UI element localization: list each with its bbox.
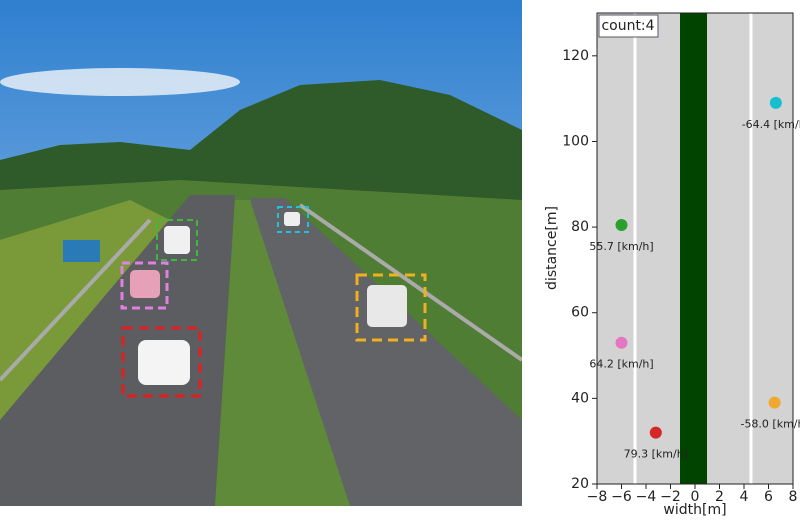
detection-box bbox=[120, 261, 169, 310]
road-sign bbox=[63, 240, 100, 262]
median bbox=[680, 13, 707, 484]
point bbox=[769, 96, 782, 109]
x-tick-label: 2 bbox=[715, 489, 724, 505]
speed-label: 64.2 [km/h] bbox=[589, 358, 653, 371]
x-tick-label: −2 bbox=[660, 489, 681, 505]
x-tick-label: −4 bbox=[636, 489, 657, 505]
count-label: count:4 bbox=[601, 18, 654, 34]
point bbox=[768, 396, 781, 409]
median-hedge bbox=[215, 200, 350, 506]
camera-view bbox=[0, 0, 522, 506]
car bbox=[138, 340, 190, 385]
speed-label: 79.3 [km/h] bbox=[624, 448, 688, 461]
x-tick-label: 0 bbox=[691, 489, 700, 505]
car bbox=[284, 212, 300, 226]
y-tick-label: 20 bbox=[571, 476, 589, 492]
car bbox=[164, 226, 190, 254]
x-tick-label: 8 bbox=[789, 489, 798, 505]
detection-box bbox=[156, 219, 198, 261]
point bbox=[615, 336, 628, 349]
point bbox=[615, 218, 628, 231]
x-tick-label: −6 bbox=[611, 489, 632, 505]
x-axis-label: width[m] bbox=[663, 502, 726, 518]
y-axis-label: distance[m] bbox=[544, 206, 560, 290]
x-tick-label: 6 bbox=[764, 489, 773, 505]
count-box bbox=[598, 14, 659, 38]
guardrail bbox=[0, 218, 152, 382]
speed-label: -58.0 [km/h] bbox=[740, 418, 800, 431]
road-left bbox=[0, 195, 235, 506]
car bbox=[130, 270, 160, 298]
y-tick-label: 40 bbox=[571, 390, 589, 406]
car bbox=[367, 285, 407, 327]
point bbox=[649, 426, 662, 439]
x-tick-label: −8 bbox=[587, 489, 608, 505]
guardrail bbox=[298, 203, 522, 362]
cloud bbox=[0, 68, 240, 96]
y-tick-label: 80 bbox=[571, 219, 589, 235]
speed-label: -64.4 [km/h] bbox=[742, 118, 800, 131]
y-tick-label: 100 bbox=[562, 133, 589, 149]
y-tick-label: 120 bbox=[562, 48, 589, 64]
x-tick-label: 4 bbox=[740, 489, 749, 505]
detection-box bbox=[121, 326, 202, 398]
y-tick-label: 60 bbox=[571, 305, 589, 321]
speed-label: 55.7 [km/h] bbox=[589, 240, 653, 253]
detection-box bbox=[355, 273, 427, 342]
